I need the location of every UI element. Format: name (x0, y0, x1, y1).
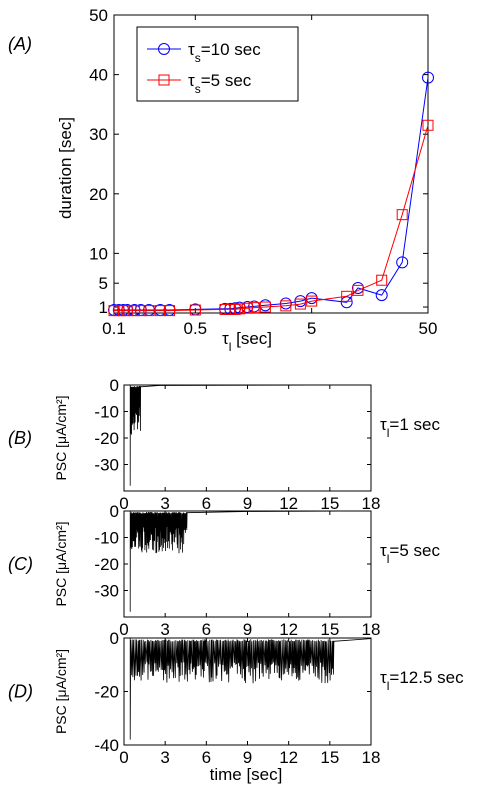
x-tick-label: 12 (279, 494, 298, 513)
y-tick-label-a: 5 (99, 274, 108, 293)
data-point-square (294, 298, 306, 310)
x-tick-label: 3 (160, 494, 169, 513)
data-point-circle (375, 289, 388, 302)
data-point-square (229, 303, 241, 315)
y-axis-label-d: PSC [μA/cm²] (53, 649, 69, 734)
y-tick-label-a: 10 (89, 244, 108, 263)
y-tick-label-a: 50 (89, 6, 108, 25)
panel-label-a: (A) (8, 34, 32, 54)
x-tick-label-a: 0.1 (102, 319, 126, 338)
x-tick-label: 18 (362, 748, 381, 767)
y-tick-label: 0 (110, 629, 119, 648)
y-tick-label-a: 1 (99, 298, 108, 317)
data-point-square (376, 274, 388, 286)
data-point-square (241, 302, 253, 314)
y-tick-label: -10 (94, 529, 119, 548)
x-axis-label-a: τl [sec] (222, 329, 272, 354)
panel-c: (C) PSC [μA/cm²]0-10-20-300 3 6 9 12 15 18τl=5 … (8, 502, 440, 639)
panel-label-d: (D) (8, 682, 33, 702)
y-tick-label-a: 20 (89, 185, 108, 204)
data-point-square (422, 119, 434, 131)
series-line-2 (114, 125, 429, 312)
panel-label-c: (C) (8, 554, 33, 574)
y-tick-label: -20 (94, 683, 119, 702)
y-axis-label-b: PSC [μA/cm²] (53, 395, 69, 480)
legend-box (136, 26, 299, 102)
data-point-square (234, 303, 246, 315)
data-point-square (259, 301, 271, 313)
x-tick-label: 0 (119, 494, 128, 513)
x-tick-label: 0 (119, 620, 128, 639)
data-point-circle (396, 256, 409, 269)
psc-trace-d (124, 637, 372, 740)
legend-marker-circle (158, 43, 170, 55)
y-tick-label: 0 (110, 376, 119, 395)
x-tick-label: 9 (243, 494, 252, 513)
y-tick-label: -30 (94, 456, 119, 475)
data-point-square (306, 295, 318, 307)
x-tick-label: 15 (320, 748, 339, 767)
panel-d: (D) PSC [μA/cm²]0-20-400 3 6 9 12 15 18τl=12.5 … (8, 629, 464, 767)
legend-label-2: τs=5 sec (188, 71, 252, 96)
x-tick-label: 12 (279, 620, 298, 639)
data-point-square (128, 305, 140, 317)
data-point-square (143, 305, 155, 317)
x-tick-label: 9 (243, 748, 252, 767)
panel-label-b: (B) (8, 428, 32, 448)
x-tick-label: 12 (279, 748, 298, 767)
y-tick-label: -30 (94, 582, 119, 601)
data-point-square (135, 305, 147, 317)
y-tick-label: -20 (94, 429, 119, 448)
legend-marker-square (158, 74, 170, 86)
x-tick-label: 15 (320, 620, 339, 639)
x-tick-label: 6 (202, 620, 211, 639)
y-tick-label: -20 (94, 555, 119, 574)
x-tick-label: 3 (160, 620, 169, 639)
axes-box-b (123, 384, 372, 492)
panel-b: (B) PSC [μA/cm²]0-10-20-300 3 6 9 12 15 18τl=1 … (8, 376, 440, 513)
y-axis-label-c: PSC [μA/cm²] (53, 521, 69, 606)
x-tick-label: 18 (362, 494, 381, 513)
data-point-square (248, 302, 260, 314)
legend-a: τs=10 sec τs=5 sec (136, 26, 299, 102)
legend-label-1: τs=10 sec (188, 40, 261, 65)
psc-trace-b (124, 384, 372, 486)
x-tick-label: 15 (320, 494, 339, 513)
data-point-square (280, 300, 292, 312)
x-tick-label-a: 5 (307, 319, 316, 338)
axes-box-a (113, 14, 429, 314)
x-tick-label: 0 (119, 748, 128, 767)
x-tick-label: 3 (160, 748, 169, 767)
plot-area-a: 1 5 10 20 30 40 50 0.1 0.5 5 50 τs=10 sec τs=5 sec (89, 6, 437, 338)
panel-a: (A) duration [sec] 1 5 10 20 30 40 50 0.1 0.5 5 50… (8, 6, 437, 354)
y-tick-label-a: 30 (89, 125, 108, 144)
psc-trace-c (124, 510, 372, 612)
data-point-square (396, 209, 408, 221)
y-tick-label: -40 (94, 736, 119, 755)
annotation-d: τl=12.5 sec (380, 668, 464, 693)
data-point-circle (422, 71, 434, 84)
y-tick-label: -10 (94, 403, 119, 422)
x-axis-label-d: time [sec] (210, 765, 283, 784)
data-point-square (154, 305, 166, 317)
annotation-b: τl=1 sec (380, 415, 440, 440)
annotation-c: τl=5 sec (380, 541, 440, 566)
x-tick-label: 6 (202, 494, 211, 513)
data-point-square (189, 304, 201, 316)
x-tick-label: 9 (243, 620, 252, 639)
y-tick-label: 0 (110, 502, 119, 521)
x-tick-label-a: 50 (419, 319, 438, 338)
data-point-square (341, 290, 353, 302)
x-tick-label-a: 0.5 (183, 319, 207, 338)
y-tick-label-a: 40 (89, 66, 108, 85)
data-point-square (164, 305, 176, 317)
x-tick-label: 6 (202, 748, 211, 767)
y-axis-label-a: duration [sec] (56, 117, 75, 219)
data-point-square (352, 284, 364, 296)
x-tick-label: 18 (362, 620, 381, 639)
data-point-square (121, 305, 133, 317)
